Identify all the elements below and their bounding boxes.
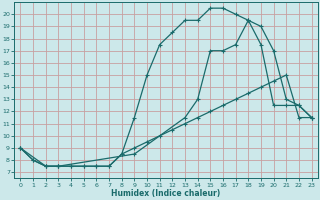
- X-axis label: Humidex (Indice chaleur): Humidex (Indice chaleur): [111, 189, 221, 198]
